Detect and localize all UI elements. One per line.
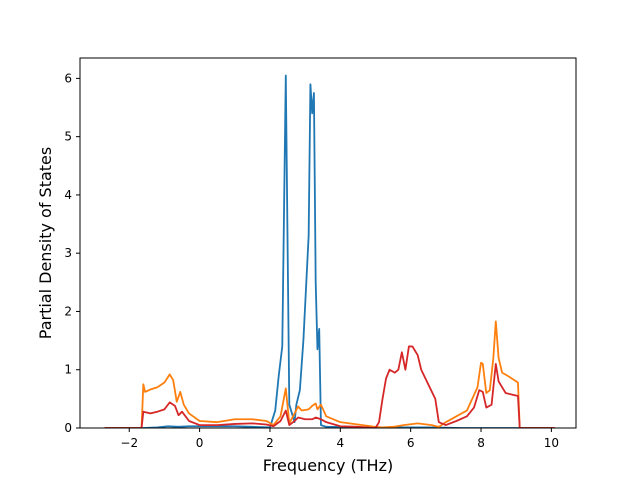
y-tick-label: 3 <box>64 246 72 260</box>
x-axis-ticks: −2 0 2 4 6 8 10 <box>120 428 559 450</box>
x-tick-label: 4 <box>336 436 344 450</box>
series-line-2 <box>104 320 555 428</box>
y-tick-label: 4 <box>64 188 72 202</box>
y-tick-label: 5 <box>64 130 72 144</box>
x-tick-label: 0 <box>196 436 204 450</box>
y-tick-label: 2 <box>64 304 72 318</box>
y-axis-ticks: 0 1 2 3 4 5 6 <box>64 71 80 435</box>
y-tick-label: 0 <box>64 421 72 435</box>
series-line-1 <box>104 74 555 428</box>
x-tick-label: −2 <box>120 436 138 450</box>
x-tick-label: 10 <box>544 436 559 450</box>
x-tick-label: 6 <box>407 436 415 450</box>
plot-frame <box>79 57 577 429</box>
x-tick-label: 8 <box>477 436 485 450</box>
x-axis-label: Frequency (THz) <box>263 456 393 475</box>
series-layer <box>104 74 555 428</box>
y-axis-label: Partial Density of States <box>36 147 55 339</box>
y-tick-label: 6 <box>64 71 72 85</box>
series-line-3 <box>104 345 555 428</box>
x-tick-label: 2 <box>266 436 274 450</box>
y-tick-label: 1 <box>64 363 72 377</box>
